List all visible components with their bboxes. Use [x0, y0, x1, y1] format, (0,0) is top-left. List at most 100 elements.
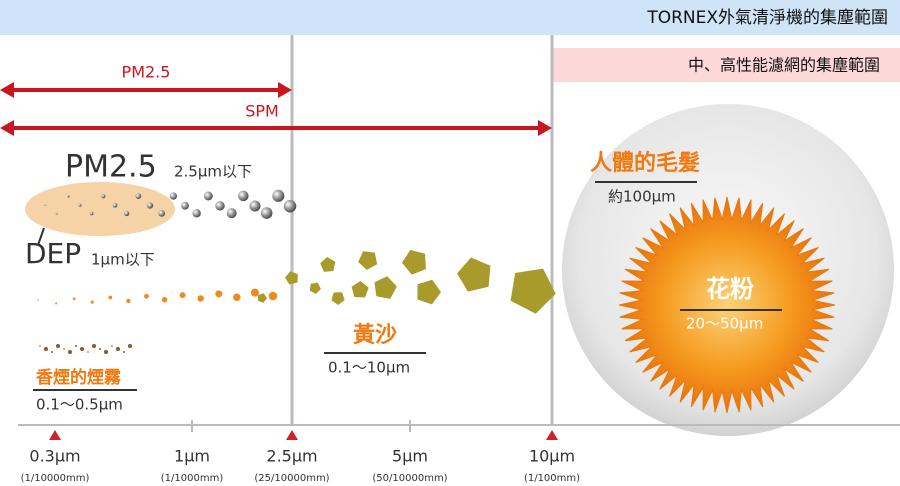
particle-name: 人體的毛髮: [590, 150, 700, 176]
fine-particle: [233, 293, 241, 301]
fine-particle: [250, 288, 259, 297]
particle-size: 2.5μm以下: [174, 163, 252, 181]
pm-particle: [112, 202, 118, 208]
sand-particle: [510, 268, 556, 314]
fine-particle: [197, 295, 204, 302]
smoke-particle: [123, 351, 125, 353]
smoke-particle: [87, 351, 89, 353]
smoke-particle: [92, 344, 96, 348]
pm-particle: [135, 193, 142, 200]
particle-name: DEP: [25, 237, 81, 270]
pm-particle: [124, 210, 130, 217]
sand-particle: [358, 251, 378, 270]
pollen: [618, 196, 836, 414]
tick-sublabel: (50/10000mm): [372, 473, 447, 484]
pm-particle: [226, 208, 237, 219]
pm-particle: [249, 200, 261, 212]
pm-particle: [203, 191, 213, 201]
axis-marker: [49, 430, 61, 440]
fine-particle: [268, 291, 278, 301]
fine-particle: [179, 292, 186, 299]
smoke-particle: [104, 350, 108, 354]
tick-sublabel: (1/1000mm): [161, 473, 224, 484]
sand-particle: [285, 271, 298, 285]
smoke-particle: [75, 345, 77, 347]
pm-particle: [101, 194, 106, 199]
particle-name: 黃沙: [353, 322, 397, 348]
filter-bar: [552, 48, 900, 82]
fine-particle: [144, 293, 149, 299]
smoke-particle: [116, 347, 120, 351]
smoke-particle: [51, 351, 53, 353]
smoke-particle: [111, 345, 113, 347]
sand-particle: [457, 257, 491, 292]
tick-label: 1μm: [174, 447, 210, 466]
fine-particle: [161, 297, 168, 303]
sand-particle: [351, 281, 369, 298]
smoke-particle: [128, 344, 132, 348]
fine-particle: [55, 302, 58, 305]
sand-particle: [402, 249, 426, 275]
particle-name: 香煙的煙霧: [36, 367, 122, 388]
fine-particle: [108, 295, 113, 300]
particle-name: PM2.5: [65, 150, 157, 185]
tick-label: 5μm: [392, 447, 428, 466]
axis-marker: [546, 430, 558, 440]
pm-particle: [192, 209, 201, 218]
tick-sublabel: (25/10000mm): [254, 473, 329, 484]
range-arrows: [0, 82, 552, 136]
smoke-particle: [99, 348, 101, 350]
pm-particle: [238, 190, 249, 202]
tick-sublabel: (1/10000mm): [21, 473, 90, 484]
axis-marker: [286, 430, 298, 440]
fine-particle: [90, 300, 94, 304]
smoke-particle: [80, 347, 84, 351]
tick-label: 2.5μm: [266, 447, 317, 466]
smoke-particle: [44, 347, 48, 351]
sand-particle: [331, 292, 345, 305]
pm-particle: [55, 212, 58, 215]
pm-particle: [215, 201, 225, 211]
particle-size: 0.1～0.5μm: [36, 396, 123, 414]
sand-particle: [320, 257, 336, 272]
filter-label: 中、高性能濾網的集塵範圍: [688, 56, 880, 75]
pointer: [37, 227, 45, 246]
particle-name: 花粉: [706, 275, 754, 303]
particle-size: 約100μm: [608, 188, 676, 206]
sand-particle: [374, 276, 397, 299]
pm-particle: [169, 192, 178, 200]
sand-particle: [309, 282, 321, 294]
tick-label: 10μm: [529, 447, 575, 466]
pm-particle: [146, 202, 154, 209]
smoke-particle: [68, 350, 72, 354]
sand-particle: [417, 279, 441, 305]
tick-sublabel: (1/100mm): [524, 473, 580, 484]
pm-particle: [260, 207, 273, 219]
pm-particle: [272, 189, 285, 202]
pm-particle: [78, 203, 82, 207]
fine-particle: [126, 298, 131, 304]
pm-particle: [181, 201, 189, 210]
fine-particle: [72, 297, 76, 301]
smoke-particle: [63, 348, 65, 350]
fine-particle: [215, 290, 223, 298]
sand-particle: [258, 293, 267, 303]
range-label: SPM: [245, 102, 279, 121]
particle-size: 0.1～10μm: [328, 359, 410, 377]
header-title: TORNEX外氣清淨機的集塵範圍: [646, 8, 888, 28]
fine-particle: [37, 299, 39, 301]
smoke-particle: [56, 344, 60, 348]
smoke-particle: [39, 345, 41, 347]
particle-size: 20～50μm: [686, 315, 763, 333]
tick-label: 0.3μm: [29, 447, 80, 466]
pm-particle: [158, 209, 166, 217]
pm-particle: [283, 199, 297, 213]
pm-particle: [44, 204, 46, 206]
particle-size: 1μm以下: [91, 251, 155, 269]
pm-particle: [67, 194, 70, 198]
range-label: PM2.5: [122, 63, 171, 82]
pm-oval: [25, 182, 175, 236]
header-bar: [0, 0, 900, 35]
pm-particle: [89, 211, 94, 216]
